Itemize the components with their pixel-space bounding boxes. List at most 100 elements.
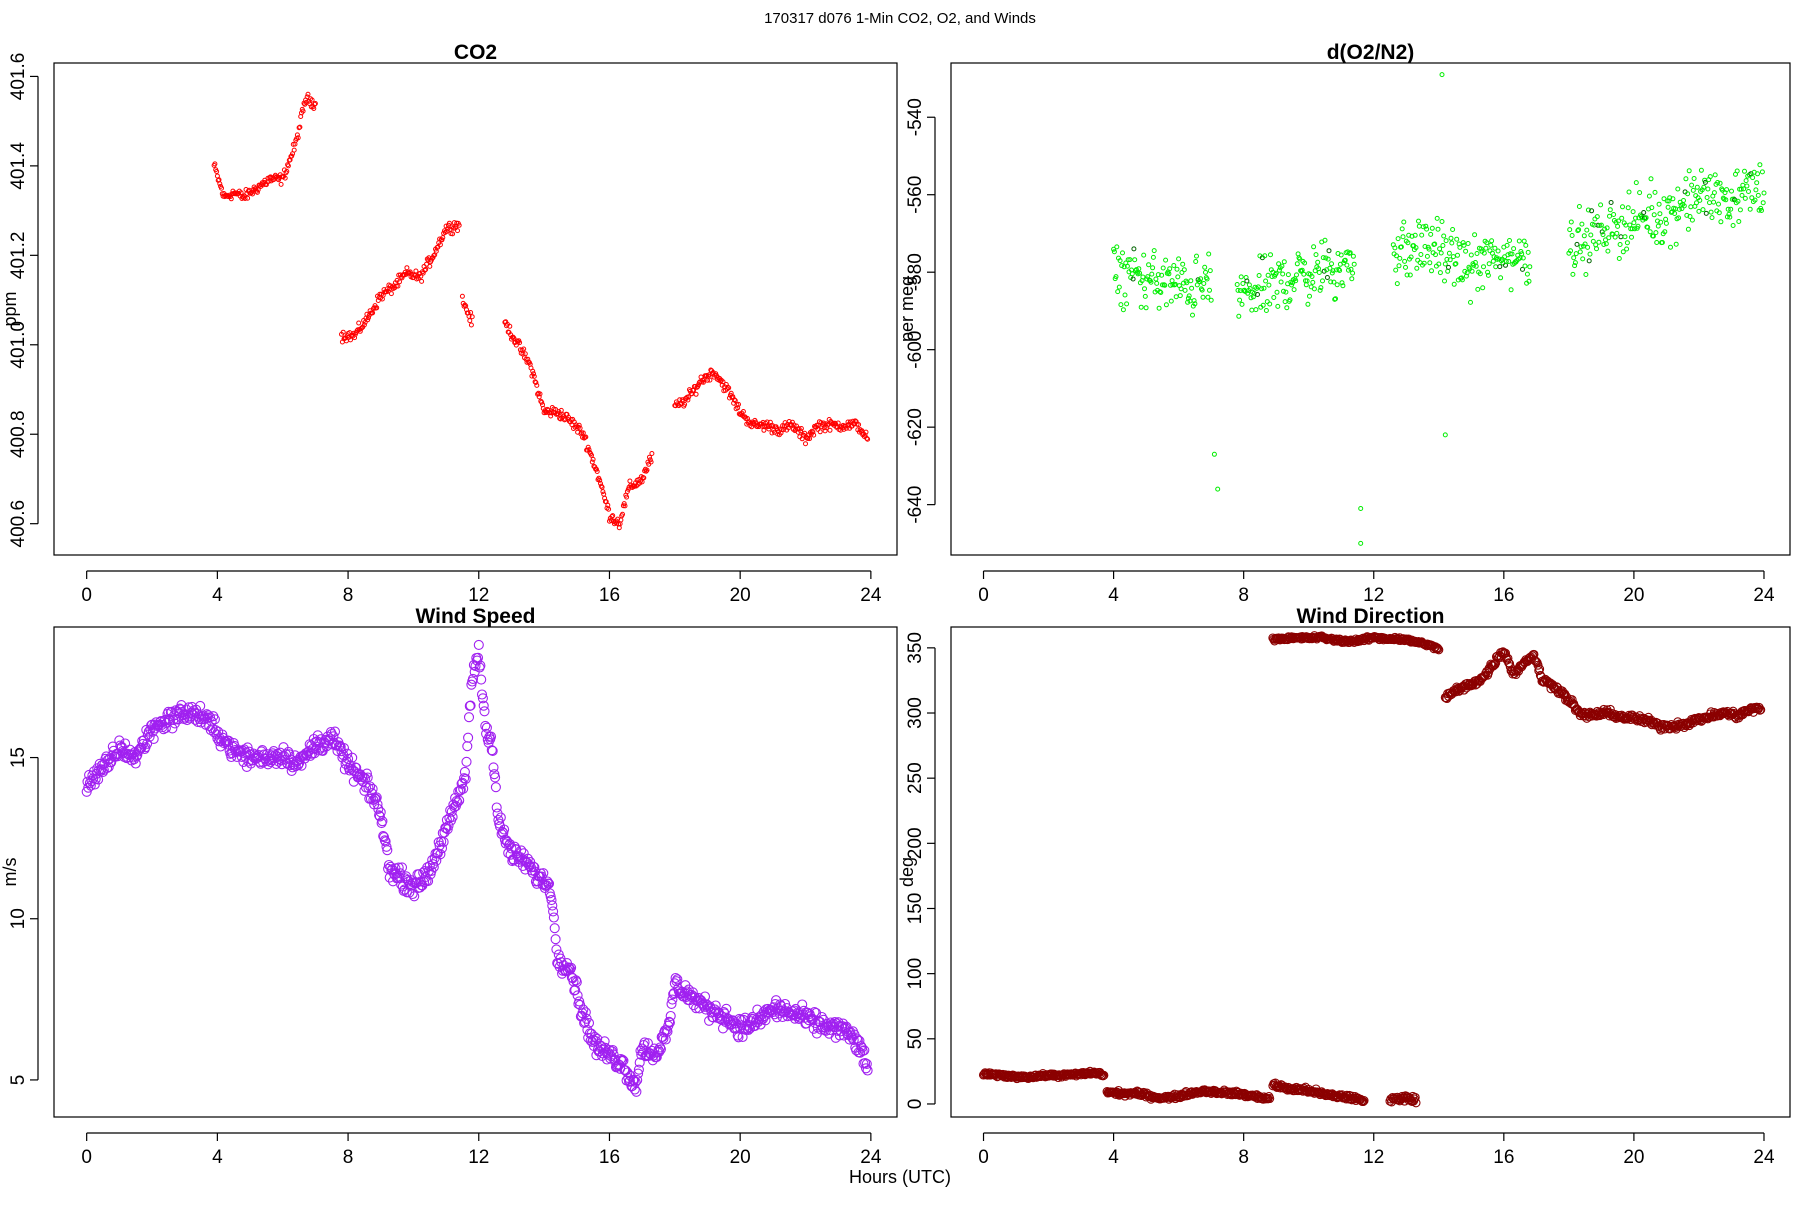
o2n2-data-point xyxy=(1202,264,1208,270)
o2n2-data-point xyxy=(1177,293,1183,299)
wind-speed-data-point xyxy=(407,888,418,900)
o2n2-data-point xyxy=(1261,285,1267,291)
co2-data-point xyxy=(462,302,468,308)
wind-speed-data-point xyxy=(667,994,678,1005)
o2n2-data-point xyxy=(1582,241,1588,247)
o2n2-data-point xyxy=(1689,182,1695,188)
o2n2-data-point xyxy=(1718,219,1724,225)
o2n2-data-point xyxy=(1437,270,1443,276)
o2n2-data-point xyxy=(1734,168,1740,174)
co2-data-point xyxy=(300,108,306,114)
wind-speed-data-point xyxy=(328,731,339,742)
o2n2-data-point xyxy=(1194,253,1199,259)
o2n2-data-point xyxy=(1111,246,1117,252)
co2-data-point xyxy=(809,428,815,434)
o2n2-data-point xyxy=(1613,219,1619,225)
o2n2-data-point xyxy=(1436,261,1442,267)
co2-data-point xyxy=(718,378,724,384)
o2n2-data-point xyxy=(1517,255,1523,261)
o2n2-data-point xyxy=(1440,243,1446,248)
o2n2-data-point xyxy=(1584,227,1590,233)
co2-data-point xyxy=(424,261,429,267)
co2-data-point xyxy=(825,422,831,428)
wind-speed-data-point xyxy=(571,977,582,988)
co2-data-point xyxy=(469,314,475,320)
wind-speed-data-point xyxy=(654,1046,665,1057)
wind-speed-data-point xyxy=(459,773,470,784)
o2n2-data-point xyxy=(1645,224,1651,230)
co2-data-point xyxy=(807,436,813,442)
co2-data-point xyxy=(397,279,402,285)
o2n2-data-point xyxy=(1658,219,1664,225)
wind-speed-data-point xyxy=(607,1044,618,1056)
o2n2-data-point xyxy=(1702,179,1708,185)
o2n2-data-point xyxy=(1581,233,1587,239)
o2n2-data-point xyxy=(1577,249,1583,255)
o2n2-data-point xyxy=(1650,233,1656,239)
co2-data-point xyxy=(422,267,428,273)
wind-speed-data-point xyxy=(543,878,555,889)
wind-speed-data-point xyxy=(326,728,337,740)
o2n2-data-point xyxy=(1696,208,1702,214)
co2-data-point xyxy=(309,97,315,103)
co2-y-tick-label: 401.4 xyxy=(8,142,29,190)
o2n2-data-point xyxy=(1409,233,1415,239)
wind-speed-y-tick-label: 15 xyxy=(8,747,29,768)
o2n2-data-point xyxy=(1574,241,1580,247)
wind-speed-x-tick-label: 12 xyxy=(468,1147,489,1168)
o2n2-data-point xyxy=(1586,258,1592,264)
o2n2-data-point xyxy=(1618,234,1624,240)
o2n2-data-point xyxy=(1524,271,1530,277)
o2n2-data-point xyxy=(1394,253,1399,259)
wind-direction-data-point xyxy=(1434,645,1444,655)
wind-speed-data-point xyxy=(666,998,677,1009)
o2n2-data-point xyxy=(1703,210,1709,216)
o2n2-data-point xyxy=(1156,305,1162,311)
o2n2-data-point xyxy=(1673,241,1679,247)
wind-speed-data-point xyxy=(218,738,229,749)
o2n2-y-tick-label: -580 xyxy=(905,253,926,291)
o2n2-data-point xyxy=(1418,252,1424,257)
co2-data-point xyxy=(843,425,849,431)
o2n2-data-point xyxy=(1742,195,1748,201)
co2-data-point xyxy=(789,422,795,428)
wind-speed-data-point xyxy=(457,777,468,788)
o2n2-data-point xyxy=(1652,189,1658,195)
wind-speed-data-point xyxy=(548,912,559,923)
o2n2-data-point xyxy=(1124,301,1130,307)
co2-plot-frame xyxy=(53,62,898,556)
o2n2-data-point xyxy=(1331,279,1337,285)
o2n2-data-point xyxy=(1279,263,1285,269)
o2n2-data-point xyxy=(1153,276,1159,282)
o2n2-data-point xyxy=(1519,251,1525,257)
o2n2-data-point xyxy=(1155,272,1161,278)
o2n2-data-point xyxy=(1572,263,1578,269)
o2n2-panel: d(O2/N2) per meg 0 4 8 12 16 20 24 -640 -620 -600 -5… xyxy=(897,41,1791,606)
wind-speed-data-point xyxy=(662,1026,673,1037)
wind-direction-x-tick-label: 4 xyxy=(1108,1147,1119,1168)
wind-speed-data-point xyxy=(516,845,527,856)
o2n2-data-point xyxy=(1130,276,1136,282)
wind-speed-data-point xyxy=(385,861,396,872)
o2n2-data-point xyxy=(1344,262,1350,268)
co2-data-point xyxy=(736,401,741,407)
o2n2-data-point xyxy=(1340,283,1346,289)
co2-data-point xyxy=(297,124,303,130)
o2n2-data-point xyxy=(1663,216,1669,222)
o2n2-data-point xyxy=(1690,187,1696,193)
o2n2-data-point xyxy=(1256,273,1262,278)
o2n2-data-point xyxy=(1717,180,1723,186)
o2n2-data-point xyxy=(1635,223,1641,229)
o2n2-data-point xyxy=(1664,198,1670,204)
o2n2-data-point xyxy=(1149,271,1155,277)
wind-speed-data-point xyxy=(435,849,446,860)
o2n2-data-point xyxy=(1278,279,1284,285)
wind-direction-data-point xyxy=(1358,1096,1368,1107)
wind-speed-data-point xyxy=(589,1031,600,1042)
o2n2-data-point xyxy=(1491,254,1497,260)
o2n2-data-point xyxy=(1203,269,1208,275)
o2n2-data-point xyxy=(1589,208,1595,214)
o2n2-data-point xyxy=(1641,210,1647,215)
co2-data-point xyxy=(510,334,516,340)
wind-speed-data-point xyxy=(427,854,438,865)
